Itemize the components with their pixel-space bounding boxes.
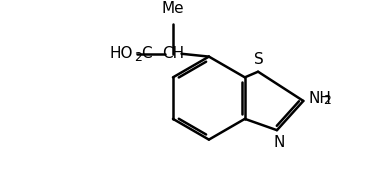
Text: HO: HO xyxy=(110,46,134,61)
Text: NH: NH xyxy=(308,91,331,106)
Text: S: S xyxy=(254,52,264,67)
Text: CH: CH xyxy=(162,46,184,61)
Text: C: C xyxy=(141,46,152,61)
Text: 2: 2 xyxy=(134,51,142,64)
Text: Me: Me xyxy=(162,1,184,16)
Text: N: N xyxy=(273,135,285,150)
Text: 2: 2 xyxy=(323,94,331,107)
